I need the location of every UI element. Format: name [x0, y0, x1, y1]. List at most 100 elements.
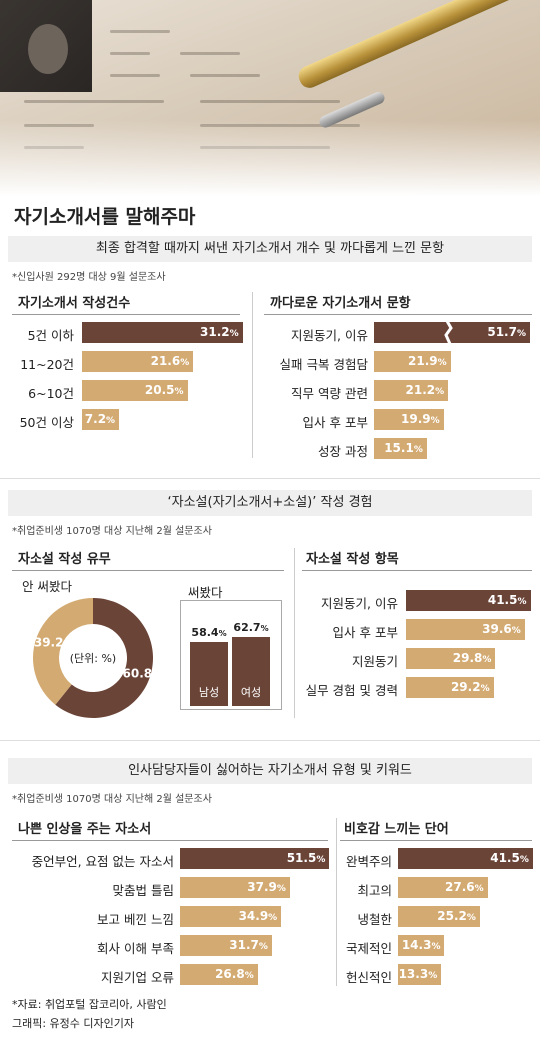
- axis-break-icon: [444, 321, 453, 344]
- main-title: 자기소개서를 말해주마: [14, 206, 196, 228]
- bar-label: 최고의: [357, 883, 392, 898]
- bar: [398, 935, 445, 956]
- section2-divider: [294, 548, 295, 718]
- bar-value: 21.2%: [405, 383, 445, 397]
- bar: [374, 351, 451, 372]
- chart6-rule: [12, 840, 328, 841]
- bar: [180, 877, 290, 898]
- chart7-rule: [340, 840, 532, 841]
- bar-label: 보고 베낀 느낌: [97, 912, 174, 927]
- footer-credit: 그래픽: 유정수 디자인기자: [12, 1017, 135, 1030]
- bar-value: 21.6%: [150, 354, 190, 368]
- bar-value: 27.6%: [445, 880, 484, 894]
- bar: [180, 906, 282, 927]
- column-label: 남성: [198, 686, 220, 699]
- chart1-title: 자기소개서 작성건수: [18, 296, 131, 311]
- bar: [398, 877, 488, 898]
- bar-label: 회사 이해 부족: [97, 941, 174, 956]
- bar-value: 37.9%: [247, 880, 286, 894]
- section3-divider: [336, 818, 337, 986]
- bar-label: 11~20건: [20, 357, 74, 372]
- bar: [374, 409, 444, 430]
- donut-slice: [32, 598, 93, 705]
- bar-value: 41.5%: [490, 851, 529, 865]
- bar-value: 21.9%: [408, 354, 447, 368]
- chart3-rule: [12, 570, 284, 571]
- bar-label: 실패 극복 경험담: [279, 357, 368, 372]
- section2-note: *취업준비생 1070명 대상 지난해 2월 설문조사: [12, 526, 212, 537]
- bar: [374, 322, 530, 343]
- column-value: 58.4%: [191, 625, 227, 639]
- bar-label: 입사 후 포부: [332, 625, 398, 640]
- donut-label-yes: 써봤다: [188, 585, 223, 600]
- bar-label: 지원동기: [351, 654, 398, 669]
- column-value: 62.7%: [233, 621, 269, 635]
- section1-note: *신입사원 292명 대상 9월 설문조사: [12, 272, 166, 283]
- bar-label: 6~10건: [28, 386, 74, 401]
- donut-label-no: 안 써봤다: [22, 579, 72, 594]
- header-photo: [0, 0, 540, 196]
- bar: [398, 848, 533, 869]
- column-label: 여성: [240, 686, 262, 699]
- bar: [406, 677, 494, 698]
- bar-value: 39.6%: [482, 622, 521, 636]
- bar-label: 지원동기, 이유: [291, 328, 368, 343]
- bar-value: 31.7%: [229, 938, 268, 952]
- bar-value: 20.5%: [144, 383, 184, 397]
- bar-label: 성장 과정: [318, 444, 368, 459]
- section1-divider: [252, 292, 253, 458]
- bar-value: 15.1%: [384, 441, 423, 455]
- bar: [406, 648, 496, 669]
- chart5-title: 자소설 작성 항목: [306, 552, 399, 567]
- bar-value: 51.7%: [487, 325, 526, 339]
- donut-value: 60.8: [123, 667, 153, 681]
- column-bar: [232, 637, 270, 706]
- column-bar: [190, 641, 228, 706]
- bar-value: 7.2%: [84, 412, 116, 426]
- bar: [374, 438, 427, 459]
- chart1-rule: [12, 314, 240, 315]
- bar: [398, 906, 480, 927]
- bar-label: 50건 이상: [19, 415, 74, 430]
- bar-label: 직무 역량 관련: [291, 386, 368, 401]
- bar-value: 34.9%: [238, 909, 278, 923]
- bar: [180, 964, 258, 985]
- bar-value: 19.9%: [401, 412, 440, 426]
- footer-source: *자료: 취업포털 잡코리아, 사람인: [12, 998, 167, 1011]
- section2-banner: ‘자소설(자기소개서+소설)’ 작성 경험: [8, 490, 532, 516]
- chart2-rule: [264, 314, 532, 315]
- bar: [374, 380, 449, 401]
- bar-label: 냉철한: [357, 912, 392, 927]
- donut-chart: 60.8 39.2 (단위: %): [32, 598, 154, 718]
- separator-2: [0, 740, 540, 741]
- chart5-rule: [302, 570, 532, 571]
- id-photo: [0, 0, 92, 92]
- section3-banner: 인사담당자들이 싫어하는 자기소개서 유형 및 키워드: [8, 758, 532, 784]
- bar-value: 14.3%: [401, 938, 441, 952]
- bar-value: 29.2%: [450, 680, 490, 694]
- section3-note: *취업준비생 1070명 대상 지난해 2월 설문조사: [12, 794, 212, 805]
- bar: [82, 380, 188, 401]
- bar: [180, 935, 272, 956]
- bar-value: 51.5%: [286, 851, 326, 865]
- donut-slice: [55, 598, 154, 718]
- bar: [406, 590, 531, 611]
- bar: [406, 619, 525, 640]
- bar: [398, 964, 442, 985]
- bar-label: 중언부언, 요점 없는 자소서: [31, 854, 174, 869]
- donut-value: 39.2: [34, 635, 64, 649]
- bar-value: 41.5%: [487, 593, 527, 607]
- bar-label: 입사 후 포부: [302, 415, 368, 430]
- bar-value: 13.3%: [398, 967, 438, 981]
- bar-value: 29.8%: [452, 651, 492, 665]
- chart2-title: 까다로운 자기소개서 문항: [270, 296, 411, 311]
- bar: [82, 351, 194, 372]
- bar-label: 맞춤법 틀림: [112, 883, 174, 898]
- bar-value: 26.8%: [215, 967, 254, 981]
- chart3-title: 자소설 작성 유무: [18, 552, 111, 567]
- donut-unit: (단위: %): [70, 652, 116, 665]
- bar-label: 실무 경험 및 경력: [305, 683, 398, 698]
- bar-value: 31.2%: [200, 325, 239, 339]
- bar-label: 지원기업 오류: [101, 970, 174, 985]
- section1-banner: 최종 합격할 때까지 써낸 자기소개서 개수 및 까다롭게 느낀 문항: [8, 236, 532, 262]
